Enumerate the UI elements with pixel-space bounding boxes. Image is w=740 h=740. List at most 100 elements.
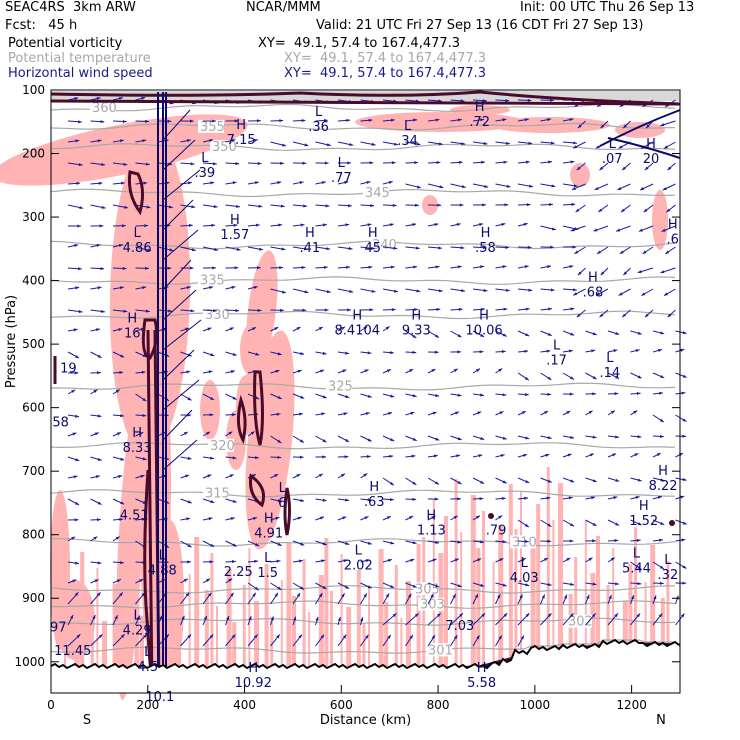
pv-contour-line	[128, 170, 145, 216]
wind-vector-arrow	[675, 561, 687, 569]
wind-vector-arrow	[599, 162, 609, 171]
wind-vector-arrow	[202, 456, 215, 460]
wind-vector-arrow	[67, 518, 79, 522]
wind-vector-arrow	[247, 308, 262, 312]
wind-vector-arrow	[292, 288, 309, 294]
pv-extremum-value: .17	[546, 353, 567, 368]
wind-vector-arrow	[360, 118, 373, 122]
wind-vector-arrow	[292, 498, 305, 502]
pv-extremum-marker: H	[426, 509, 436, 524]
wind-vector-arrow	[450, 435, 462, 441]
wind-vector-arrow	[292, 223, 305, 227]
wind-vector-arrow	[382, 477, 395, 486]
pv-extremum-value: 20	[643, 152, 660, 167]
wind-vector-arrow	[112, 592, 124, 605]
wind-speed-contour	[162, 439, 198, 471]
pv-extremum-marker: H	[668, 218, 678, 233]
valid-time: Valid: 21 UTC Fri 27 Sep 13 (16 CDT Fri …	[316, 18, 644, 33]
wind-vector-arrow	[621, 162, 631, 171]
wind-vector-arrow	[607, 477, 620, 482]
wind-vector-arrow	[607, 453, 617, 458]
wind-vector-arrow	[427, 435, 440, 441]
wind-vector-arrow	[540, 141, 555, 145]
pv-extremum-value: .72	[469, 115, 490, 130]
wind-vector-arrow	[292, 308, 307, 312]
pv-extremum-value: 10.1	[145, 690, 174, 705]
wind-vector-arrow	[292, 141, 309, 147]
y-tick-label: 700	[22, 464, 45, 478]
wind-vector-arrow	[292, 119, 306, 123]
theta-contour-line	[50, 103, 676, 112]
pv-extremum-marker: H	[230, 213, 240, 228]
theta-contour-label: 305	[415, 582, 440, 597]
wind-vector-arrow	[112, 456, 125, 461]
wind-vector-arrow	[405, 515, 414, 521]
wind-vector-arrow	[562, 307, 575, 311]
wind-vector-arrow	[495, 454, 505, 458]
wind-vector-arrow	[675, 581, 687, 585]
wind-vector-arrow	[450, 515, 458, 521]
wind-vector-arrow	[315, 288, 331, 294]
pv-extremum-value: 8.33	[123, 441, 152, 456]
wind-vector-arrow	[618, 288, 631, 296]
wind-vector-arrow	[315, 592, 323, 605]
x-tick-label: 600	[330, 698, 353, 712]
wind-vector-arrow	[517, 288, 533, 292]
wind-vector-arrow	[67, 309, 83, 314]
wind-vector-arrow	[495, 496, 506, 501]
pv-fill-streak	[128, 600, 131, 666]
pv-fill-streak	[264, 564, 269, 666]
wind-vector-arrow	[225, 634, 236, 647]
wind-vector-arrow	[472, 160, 486, 164]
pv-fill-streak	[134, 563, 140, 666]
wind-vector-arrow	[270, 204, 285, 208]
pv-extremum-value: 7.03	[445, 619, 474, 634]
wind-vector-arrow	[405, 141, 421, 146]
wind-vector-arrow	[180, 592, 190, 605]
pv-fill-streak	[292, 596, 296, 666]
wind-vector-arrow	[270, 161, 284, 165]
wind-vector-arrow	[495, 593, 501, 605]
wind-speed-contour	[162, 259, 192, 291]
wind-vector-arrow	[630, 372, 642, 379]
wind-vector-arrow	[630, 330, 642, 335]
wind-vector-arrow	[594, 183, 609, 191]
wind-vector-arrow	[405, 308, 418, 312]
theta-contour-line	[50, 639, 675, 654]
wind-vector-arrow	[517, 183, 534, 188]
wind-vector-arrow	[247, 559, 259, 563]
x-tick-label: 1000	[520, 698, 551, 712]
wind-vector-arrow	[450, 477, 462, 485]
wind-vector-arrow	[595, 288, 609, 296]
pv-extremum-value: .63	[364, 495, 385, 510]
wind-vector-arrow	[112, 224, 126, 228]
wind-vector-arrow	[202, 286, 214, 290]
pv-fill-streak	[384, 602, 389, 666]
pv-extremum-value: 8.22	[649, 479, 678, 494]
wind-vector-arrow	[607, 496, 618, 500]
pv-extremum-marker: L	[553, 338, 561, 353]
wind-vector-arrow	[247, 351, 260, 356]
pv-extremum-marker: H	[236, 118, 246, 133]
wind-vector-arrow	[472, 477, 485, 485]
wind-vector-arrow	[405, 634, 414, 647]
wind-vector-arrow	[247, 592, 257, 605]
theta-label-bg	[210, 140, 236, 154]
wind-vector-arrow	[540, 557, 549, 563]
pv-fill-streak	[558, 483, 563, 648]
wind-vector-arrow	[315, 204, 330, 208]
wind-vector-arrow	[405, 454, 416, 458]
wind-vector-arrow	[337, 473, 346, 479]
pv-fill-streak	[400, 618, 403, 666]
pv-fill-streak	[280, 580, 283, 666]
wind-vector-arrow	[405, 183, 422, 189]
wind-vector-arrow	[517, 141, 533, 145]
wind-vector-arrow	[247, 204, 263, 208]
pv-extremum-value: .41	[300, 241, 321, 256]
wind-vector-arrow	[574, 246, 586, 255]
wind-vector-arrow	[90, 351, 102, 359]
theta-contour-line	[50, 600, 676, 609]
pv-fill-streak	[210, 553, 214, 666]
theta-contour-label: 335	[200, 274, 225, 289]
pv-extremum-value: .79	[486, 524, 507, 539]
